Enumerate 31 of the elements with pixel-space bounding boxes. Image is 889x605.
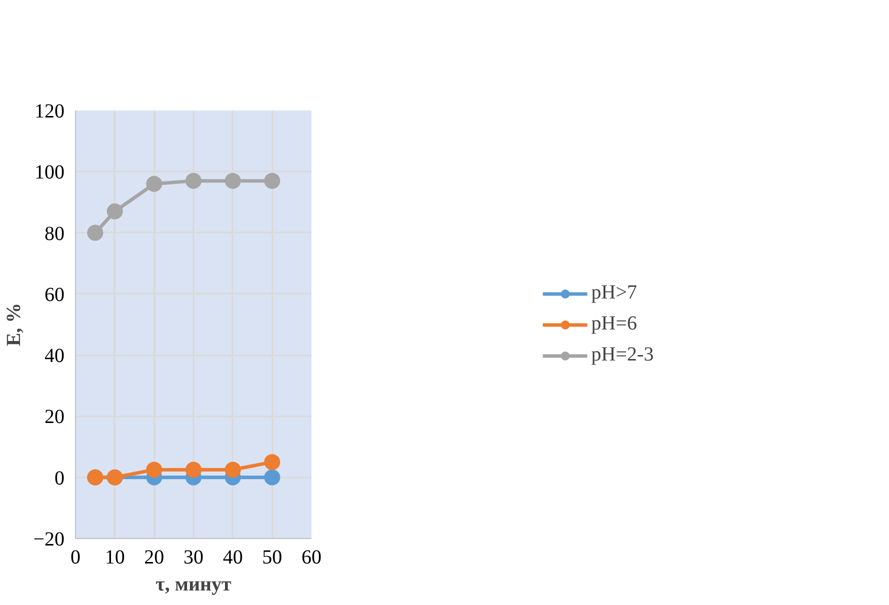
- point: [186, 462, 202, 478]
- legend-label: pH=6: [591, 312, 638, 336]
- x-tick-label: 60: [302, 546, 322, 568]
- y-tick-label: 20: [44, 406, 64, 428]
- point: [186, 172, 202, 189]
- y-axis-title: E, %: [3, 302, 26, 346]
- point: [146, 176, 162, 192]
- point: [264, 469, 280, 486]
- point: [224, 172, 241, 189]
- y-tick-label: 80: [44, 222, 64, 245]
- y-tick-label: 40: [44, 345, 64, 368]
- point: [224, 462, 241, 478]
- legend-label: pH>7: [591, 282, 638, 304]
- x-axis-title: τ, минут: [156, 574, 232, 596]
- x-tick-label: 40: [222, 546, 243, 568]
- point: [264, 454, 280, 470]
- point: [87, 224, 104, 241]
- y-tick-label: 100: [34, 162, 64, 184]
- x-tick-label: 10: [104, 546, 125, 568]
- y-tick-label: −20: [33, 528, 64, 550]
- point: [106, 203, 123, 220]
- x-tick-label: 30: [184, 546, 204, 568]
- legend-label: pH=2-3: [591, 344, 654, 366]
- x-tick-label: 50: [262, 546, 282, 568]
- y-tick-label: 120: [34, 100, 64, 122]
- y-tick-label: 0: [54, 467, 64, 490]
- point: [146, 462, 162, 478]
- point: [264, 172, 280, 189]
- y-tick-label: 60: [44, 284, 64, 306]
- x-tick-label: 0: [70, 546, 80, 568]
- x-tick-label: 20: [144, 546, 164, 568]
